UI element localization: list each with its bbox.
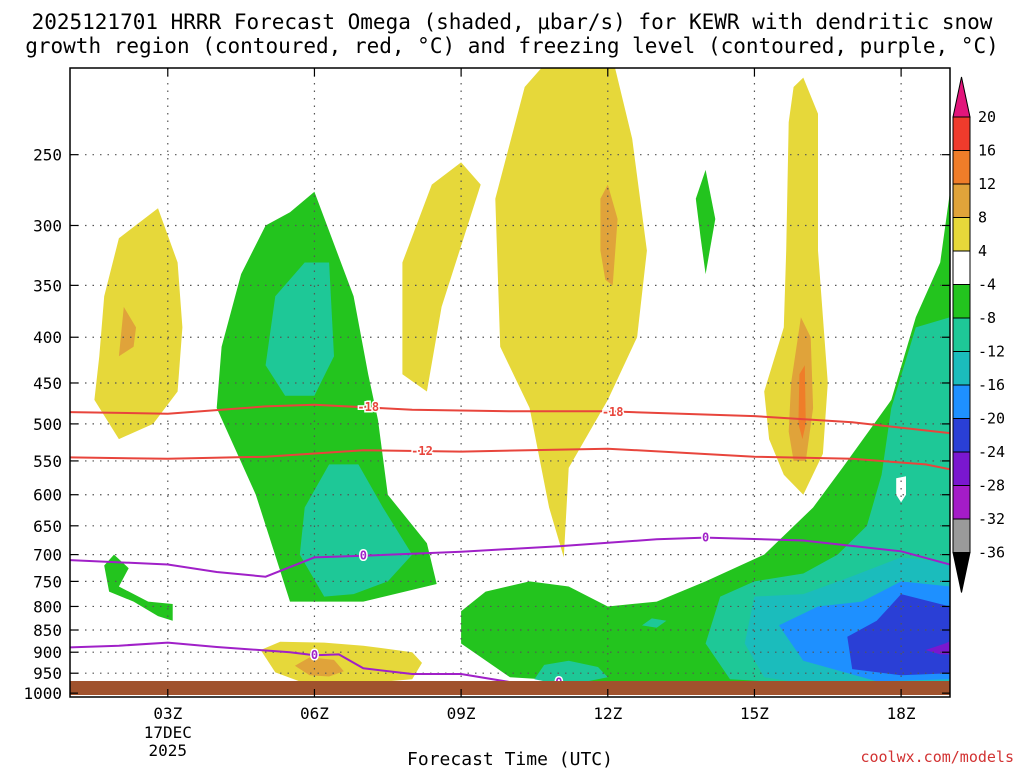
omega-region-2 [402, 162, 481, 392]
colorbar-label: -12 [978, 343, 1005, 361]
colorbar-label: 4 [978, 242, 987, 260]
omega-region-13 [104, 554, 173, 621]
y-tick-label: 800 [33, 597, 62, 616]
y-tick-label: 700 [33, 546, 62, 565]
y-tick-label: 500 [33, 415, 62, 434]
colorbar-label: -8 [978, 309, 996, 327]
colorbar-bin [952, 552, 971, 593]
y-tick-label: 350 [33, 276, 62, 295]
colorbar-label: 20 [978, 108, 996, 126]
chart-title-line-2: growth region (contoured, red, °C) and f… [25, 34, 999, 58]
omega-region-7 [798, 365, 806, 440]
colorbar-bin [952, 183, 971, 218]
x-tick-label: 12Z [593, 704, 622, 723]
ground-strip [70, 681, 950, 695]
omega-region-9 [294, 657, 344, 677]
colorbar-bin [952, 451, 971, 486]
x-tick-label: 09Z [447, 704, 476, 723]
colorbar-label: -16 [978, 376, 1005, 394]
omega-region-4 [600, 184, 618, 286]
omega-region-12 [299, 464, 413, 597]
colorbar-bin [952, 384, 971, 419]
y-tick-label: 600 [33, 486, 62, 505]
colorbar-label: -4 [978, 276, 996, 294]
omega-region-1 [118, 306, 136, 357]
omega-region-21 [642, 618, 667, 628]
omega-region-10 [216, 191, 437, 602]
contour-labels: -18-18-120000 [309, 399, 710, 691]
colorbar-bin [952, 518, 971, 553]
omega-region-11 [265, 262, 334, 396]
colorbar-label: 16 [978, 142, 996, 160]
omega-region-22 [534, 660, 608, 684]
omega-region-19 [847, 594, 950, 676]
temperature-contours [70, 403, 950, 471]
contour-label: -12 [411, 444, 433, 458]
omega-shaded-regions [94, 68, 950, 686]
credit-text[interactable]: coolwx.com/models [860, 748, 1014, 766]
y-tick-label: 450 [33, 374, 62, 393]
contour-label: 0 [702, 531, 709, 545]
y-tick-label: 300 [33, 216, 62, 235]
colorbar-label: -20 [978, 410, 1005, 428]
omega-region-0 [94, 208, 183, 440]
y-tick-label: 900 [33, 643, 62, 662]
colorbar-label: -32 [978, 510, 1005, 528]
x-axis-title: Forecast Time (UTC) [407, 749, 613, 768]
x-tick-sublabel: 2025 [149, 741, 188, 760]
chart-title-line-1: 2025121701 HRRR Forecast Omega (shaded, … [32, 10, 993, 34]
y-tick-label: 550 [33, 452, 62, 471]
x-tick-label: 15Z [740, 704, 769, 723]
contour-label: 0 [360, 549, 367, 563]
y-tick-label: 950 [33, 664, 62, 683]
colorbar-label: 8 [978, 209, 987, 227]
y-axis-ticks: 250 300 350 400 450 500 550 600 650 700 750 800 850 9… [23, 146, 950, 703]
contour-label: -18 [357, 400, 379, 414]
y-tick-label: 650 [33, 517, 62, 536]
colorbar-bin [952, 217, 971, 252]
colorbar-label: -36 [978, 544, 1005, 562]
colorbar-bin [952, 317, 971, 352]
contour-label: 0 [311, 648, 318, 662]
y-tick-label: 250 [33, 146, 62, 165]
x-tick-sublabel: 17DEC [144, 723, 192, 742]
y-tick-label: 750 [33, 572, 62, 591]
colorbar-label: -24 [978, 443, 1005, 461]
colorbar-label: 12 [978, 175, 996, 193]
colorbar-bin [952, 250, 971, 285]
omega-region-20 [925, 641, 950, 655]
colorbar-bin [952, 351, 971, 386]
omega-region-8 [260, 641, 422, 684]
x-tick-label: 18Z [887, 704, 916, 723]
colorbar-bin [952, 116, 971, 151]
temp-contour-1 [70, 447, 950, 471]
contour-label: -18 [602, 405, 624, 419]
y-tick-label: 850 [33, 621, 62, 640]
colorbar-bin [952, 284, 971, 319]
x-tick-label: 06Z [300, 704, 329, 723]
x-tick-label: 03Z [153, 704, 182, 723]
colorbar-bin [952, 150, 971, 185]
temp-contour-0 [70, 403, 950, 435]
colorbar-bin [952, 485, 971, 520]
colorbar: 20 16 12 8 4 -4 -8 -12 -16 -20 -24 -28 -32 -36 [952, 76, 1005, 593]
colorbar-bin [952, 418, 971, 453]
colorbar-bin [952, 76, 971, 118]
omega-region-14 [695, 169, 716, 275]
y-tick-label: 1000 [23, 684, 62, 703]
y-tick-label: 400 [33, 328, 62, 347]
freezing-contour-0 [70, 536, 950, 578]
colorbar-label: -28 [978, 477, 1005, 495]
